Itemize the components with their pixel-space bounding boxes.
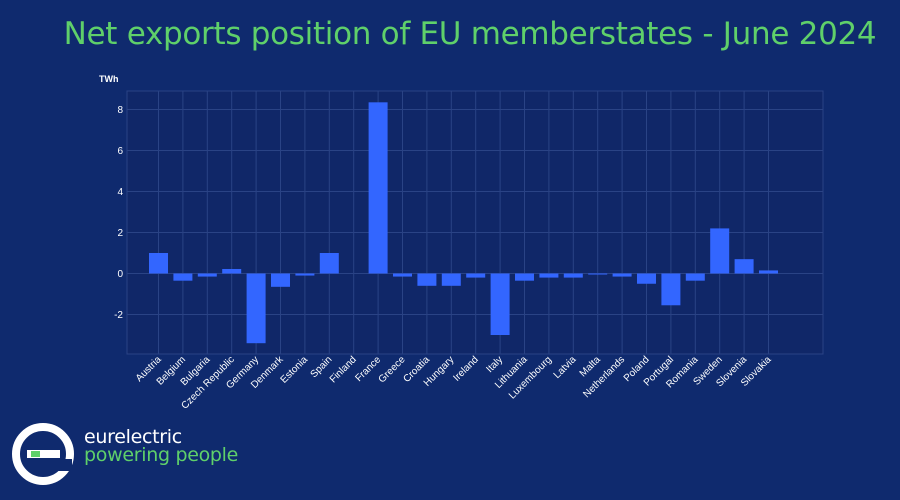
bar-greece — [393, 273, 412, 277]
bar-austria — [149, 253, 168, 274]
bars — [149, 102, 778, 344]
y-tick-label: 4 — [117, 187, 123, 198]
bar-spain — [319, 253, 339, 274]
bar-romania — [685, 273, 705, 281]
x-tick-label: Italy — [484, 354, 505, 375]
bar-portugal — [661, 273, 681, 306]
y-axis-unit-label: TWh — [99, 74, 119, 84]
bar-poland — [637, 273, 656, 284]
bar-slovenia — [734, 259, 754, 274]
x-tick-label: Ireland — [451, 354, 480, 383]
x-tick-label: Finland — [328, 354, 359, 385]
y-tick-label: 2 — [117, 228, 123, 239]
bar-belgium — [173, 273, 193, 281]
bar-estonia — [295, 273, 315, 276]
y-tick-label: -2 — [114, 310, 123, 321]
y-tick-label: 8 — [117, 105, 123, 116]
chart-title: Net exports position of EU memberstates … — [63, 16, 877, 52]
bar-lithuania — [515, 273, 534, 281]
eurelectric-e-logo-icon — [12, 423, 74, 485]
bar-hungary — [441, 273, 461, 286]
bar-denmark — [271, 273, 290, 287]
bar-latvia — [563, 273, 583, 278]
bar-netherlands — [612, 273, 632, 277]
bar-malta — [588, 273, 608, 275]
bar-czech-republic — [222, 268, 242, 274]
bar-italy — [490, 273, 510, 335]
plot-area — [126, 90, 824, 355]
y-axis-ticks: -2 0 2 4 6 8 — [114, 105, 123, 321]
brand-name: eurelectric — [84, 426, 182, 448]
x-tick-label: Greece — [377, 354, 408, 385]
x-tick-label: Estonia — [279, 354, 311, 386]
bar-germany — [246, 273, 266, 344]
bar-ireland — [466, 273, 486, 278]
bar-france — [368, 102, 388, 274]
bar-bulgaria — [197, 273, 217, 277]
y-tick-label: 0 — [117, 269, 123, 280]
y-tick-label: 6 — [117, 146, 123, 157]
bar-luxembourg — [539, 273, 559, 278]
x-tick-label: Latvia — [552, 354, 579, 381]
bar-sweden — [710, 228, 730, 274]
bar-croatia — [417, 273, 437, 286]
brand-tagline: powering people — [84, 444, 239, 466]
bar-slovakia — [759, 270, 778, 274]
